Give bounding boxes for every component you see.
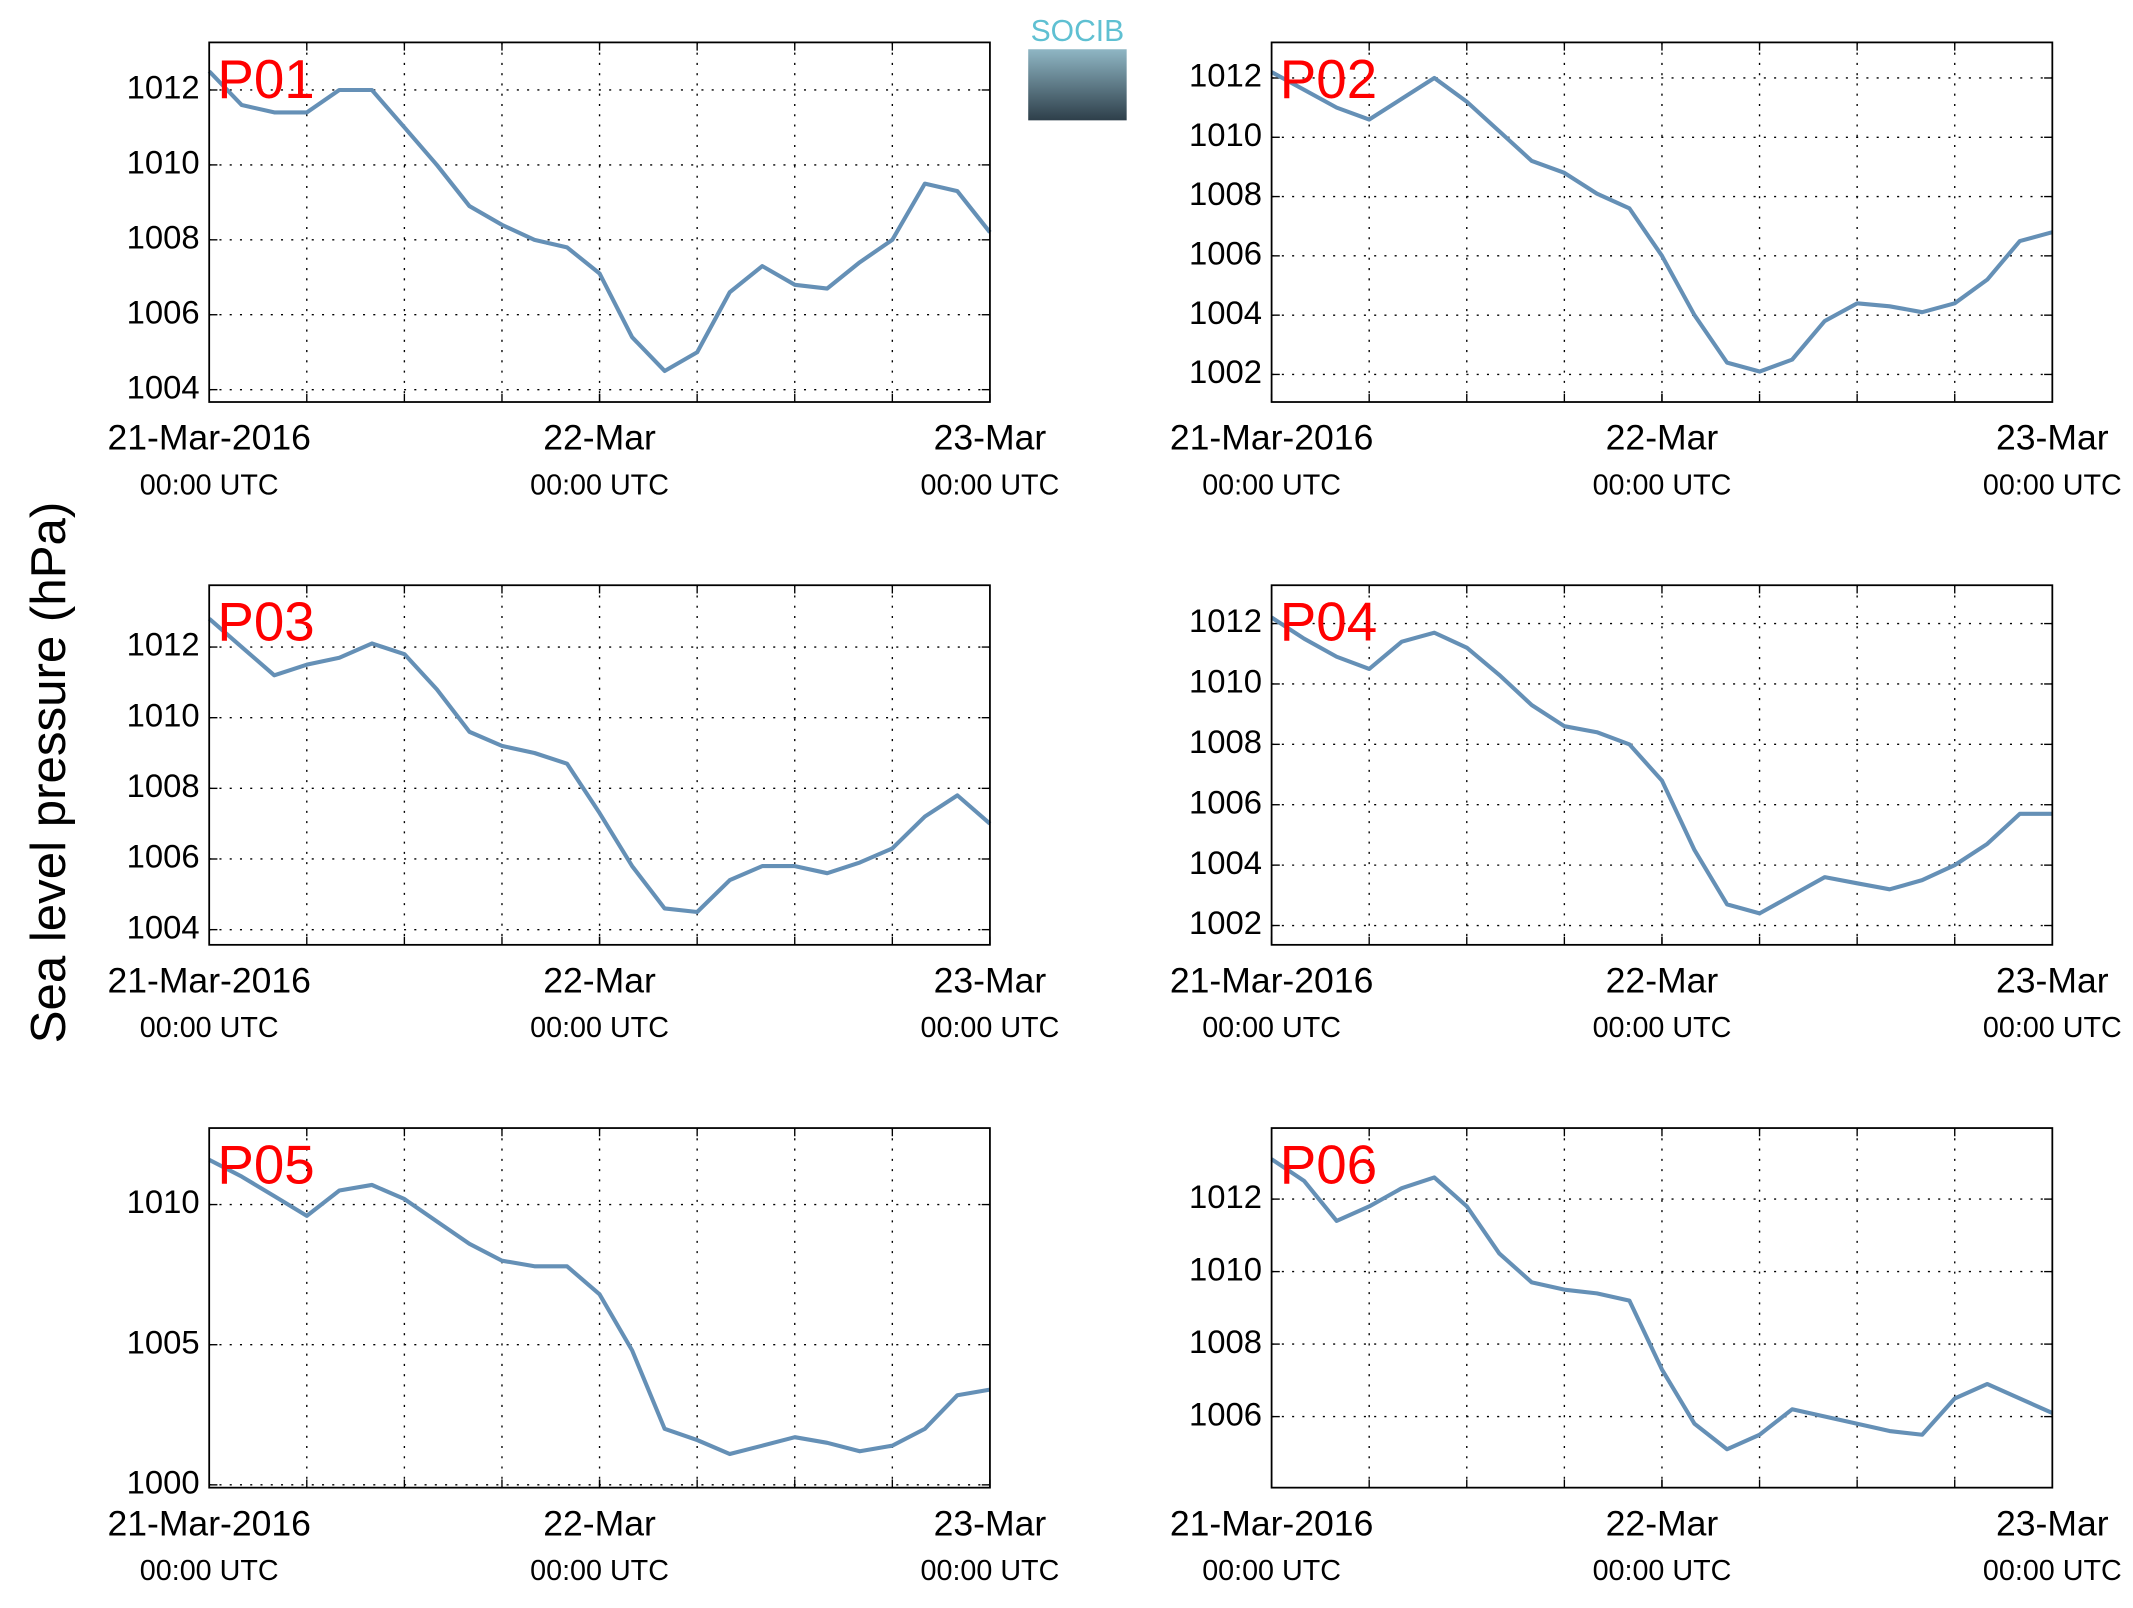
x-tick-label: 00:00 UTC xyxy=(530,1012,669,1044)
axes-box xyxy=(1270,1127,2054,1489)
axes-box xyxy=(208,1127,991,1489)
y-tick-label: 1005 xyxy=(127,1323,200,1360)
x-tick-label: 22-Mar xyxy=(543,1503,656,1543)
x-tick-label: 22-Mar xyxy=(1606,961,1719,1001)
line xyxy=(1270,70,2053,374)
y-tick-label: 1006 xyxy=(127,838,200,875)
y-tick-label: 1004 xyxy=(1189,294,1262,331)
y-tick-label: 1010 xyxy=(127,696,200,733)
x-tick-label: 00:00 UTC xyxy=(140,1555,279,1587)
axes-box xyxy=(1270,41,2054,403)
y-tick-label: 1010 xyxy=(1189,116,1262,153)
y-tick-label: 1006 xyxy=(1189,1395,1262,1432)
logo: SOCIB xyxy=(1028,15,1127,121)
x-tick-label: 22-Mar xyxy=(543,418,656,458)
x-tick-label: 23-Mar xyxy=(1996,1503,2109,1543)
y-tick-label: 1000 xyxy=(127,1464,200,1501)
y-tick-label: 1008 xyxy=(127,767,200,804)
line xyxy=(208,1157,991,1457)
panel: 1002 1004 1006 1008 1010 1012 21-Mar-2016 00:00… xyxy=(1170,584,2122,1044)
y-tick-label: 1012 xyxy=(1189,602,1262,639)
axes-box xyxy=(208,41,991,403)
x-tick-label: 00:00 UTC xyxy=(1593,1012,1732,1044)
y-tick-label: 1012 xyxy=(127,626,200,663)
x-tick-label: 00:00 UTC xyxy=(1202,469,1341,501)
panel-label: P02 xyxy=(1280,48,1377,110)
y-tick-label: 1010 xyxy=(1189,1250,1262,1287)
x-tick-label: 00:00 UTC xyxy=(1593,469,1732,501)
x-tick-label: 22-Mar xyxy=(1606,1503,1719,1543)
logo-block xyxy=(1028,49,1127,121)
y-tick-label: 1010 xyxy=(127,1183,200,1220)
y-tick-label: 1002 xyxy=(1189,353,1262,390)
panel-label: P03 xyxy=(217,591,314,653)
x-tick-label: 00:00 UTC xyxy=(530,469,669,501)
x-tick-label: 23-Mar xyxy=(1996,418,2109,458)
x-tick-label: 21-Mar-2016 xyxy=(1170,418,1374,458)
panel: 1004 1006 1008 1010 1012 21-Mar-2016 00:00 UTC… xyxy=(107,584,1060,1044)
panel-label: P05 xyxy=(217,1134,314,1196)
line xyxy=(1270,1157,2054,1452)
x-tick-label: 00:00 UTC xyxy=(1593,1555,1732,1587)
y-tick-label: 1012 xyxy=(1189,57,1262,94)
panel: 1004 1006 1008 1010 1012 21-Mar-2016 00:00 UTC… xyxy=(107,41,1060,501)
panel: 1002 1004 1006 1008 1010 1012 21-Mar-2016 00:00… xyxy=(1170,41,2122,501)
y-tick-label: 1010 xyxy=(127,144,200,181)
y-tick-label: 1006 xyxy=(127,293,200,330)
panel-label: P06 xyxy=(1280,1134,1377,1196)
x-tick-label: 00:00 UTC xyxy=(921,469,1060,501)
x-tick-label: 00:00 UTC xyxy=(1983,469,2122,501)
x-tick-label: 00:00 UTC xyxy=(921,1555,1060,1587)
x-tick-label: 00:00 UTC xyxy=(1983,1012,2122,1044)
line xyxy=(207,617,992,915)
x-tick-label: 21-Mar-2016 xyxy=(1170,1503,1374,1543)
x-tick-label: 00:00 UTC xyxy=(1202,1555,1341,1587)
y-tick-label: 1002 xyxy=(1189,904,1262,941)
axes-box xyxy=(208,584,991,946)
y-axis-label: Sea level pressure (hPa) xyxy=(21,502,76,1044)
y-tick-label: 1010 xyxy=(1189,663,1262,700)
y-tick-label: 1012 xyxy=(1189,1178,1262,1215)
x-tick-label: 00:00 UTC xyxy=(1202,1012,1341,1044)
x-tick-label: 00:00 UTC xyxy=(921,1012,1060,1044)
x-tick-label: 23-Mar xyxy=(934,1503,1047,1543)
y-tick-label: 1012 xyxy=(127,69,200,106)
y-tick-label: 1006 xyxy=(1189,783,1262,820)
x-tick-label: 00:00 UTC xyxy=(140,1012,279,1044)
y-tick-label: 1008 xyxy=(1189,723,1262,760)
panel: 1000 1005 1010 21-Mar-2016 00:00 UTC 22-Mar 00… xyxy=(107,1127,1060,1587)
y-tick-label: 1008 xyxy=(1189,1323,1262,1360)
x-tick-label: 00:00 UTC xyxy=(530,1555,669,1587)
y-tick-label: 1004 xyxy=(1189,844,1262,881)
x-tick-label: 00:00 UTC xyxy=(140,469,279,501)
x-tick-label: 23-Mar xyxy=(934,961,1047,1001)
y-tick-label: 1004 xyxy=(127,368,200,405)
x-tick-label: 21-Mar-2016 xyxy=(107,418,311,458)
axes-box xyxy=(1270,584,2054,946)
line xyxy=(1270,615,2053,916)
y-tick-label: 1006 xyxy=(1189,235,1262,272)
x-tick-label: 22-Mar xyxy=(543,961,656,1001)
x-tick-label: 23-Mar xyxy=(934,418,1047,458)
x-tick-label: 00:00 UTC xyxy=(1983,1555,2122,1587)
x-tick-label: 21-Mar-2016 xyxy=(107,961,311,1001)
x-tick-label: 21-Mar-2016 xyxy=(107,1503,311,1543)
y-tick-label: 1008 xyxy=(127,218,200,255)
y-tick-label: 1004 xyxy=(127,908,200,945)
x-tick-label: 23-Mar xyxy=(1996,961,2109,1001)
panel: 1006 1008 1010 1012 21-Mar-2016 00:00 UTC 22-M… xyxy=(1170,1127,2122,1587)
logo-text: SOCIB xyxy=(1031,15,1125,48)
x-tick-label: 21-Mar-2016 xyxy=(1170,961,1374,1001)
panel-label: P04 xyxy=(1280,591,1377,653)
panel-label: P01 xyxy=(217,48,314,110)
x-tick-label: 22-Mar xyxy=(1606,418,1719,458)
line xyxy=(207,69,992,374)
y-tick-label: 1008 xyxy=(1189,175,1262,212)
